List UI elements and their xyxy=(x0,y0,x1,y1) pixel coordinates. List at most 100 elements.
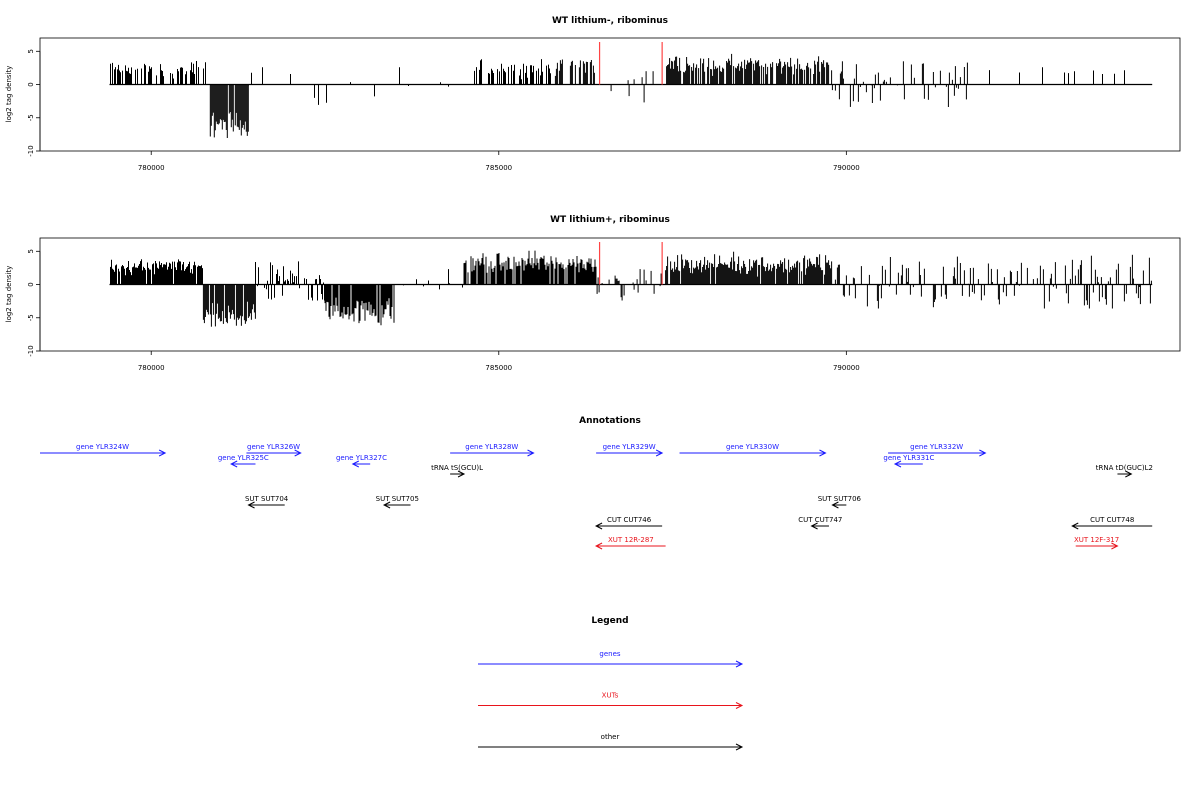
density-bars xyxy=(109,53,1153,138)
y-tick-label: -10 xyxy=(27,145,35,156)
feature-label: gene YLR330W xyxy=(726,443,779,451)
feature-arrows: gene YLR324W gene YLR325C gene YLR326W gene… xyxy=(40,443,1153,550)
feature-label: gene YLR329W xyxy=(603,443,656,451)
feature-arrow-arrowhead xyxy=(294,449,302,457)
feature-label: gene YLR327C xyxy=(336,454,387,462)
feature-label: SUT SUT706 xyxy=(818,495,862,503)
legend-title: Legend xyxy=(591,616,628,626)
x-tick-label: 790000 xyxy=(833,364,860,372)
feature-label: SUT SUT705 xyxy=(376,495,419,503)
legend-items: genes XUTs other xyxy=(478,650,744,751)
feature-label: gene YLR328W xyxy=(465,443,518,451)
feature-arrow-arrowhead xyxy=(893,460,902,468)
annotations-title: Annotations xyxy=(579,416,641,426)
feature-arrow-arrowhead xyxy=(594,522,603,530)
density-bars xyxy=(109,250,1153,327)
feature-other: CUT CUT748 xyxy=(1071,516,1153,530)
x-tick-label: 785000 xyxy=(485,364,512,372)
marker-lines xyxy=(598,42,663,85)
feature-arrow-arrowhead xyxy=(1071,522,1079,530)
feature-arrow-arrowhead xyxy=(351,460,360,468)
track-title: WT lithium-, ribominus xyxy=(552,16,668,26)
y-tick-label: 0 xyxy=(27,282,35,286)
y-axis-label: log2 tag density xyxy=(5,66,13,123)
feature-gene: gene YLR324W xyxy=(40,443,167,457)
y-tick-label: -5 xyxy=(27,114,35,121)
feature-label: gene YLR324W xyxy=(76,443,129,451)
feature-gene: gene YLR331C xyxy=(883,454,935,468)
feature-arrow-arrowhead xyxy=(655,449,664,457)
axes: 5 0 -5 -10 780000 785000 790000 xyxy=(27,49,860,172)
y-tick-label: 0 xyxy=(27,82,35,86)
feature-label: SUT SUT704 xyxy=(245,495,289,503)
feature-arrow-arrowhead xyxy=(810,522,818,530)
marker-lines xyxy=(598,242,663,285)
feature-label: XUT 12R-287 xyxy=(608,536,654,544)
feature-gene: gene YLR328W xyxy=(450,443,535,457)
legend-arrow-arrowhead xyxy=(735,702,744,709)
y-tick-label: -5 xyxy=(27,314,35,321)
feature-arrow-arrowhead xyxy=(382,501,391,509)
legend: Legend genes XUTs other xyxy=(478,616,744,751)
track-title: WT lithium+, ribominus xyxy=(550,215,670,225)
track-panel-lithium-minus: WT lithium-, ribominus log2 tag density … xyxy=(5,16,1181,172)
legend-item-gene: genes xyxy=(478,650,744,668)
feature-label: CUT CUT747 xyxy=(798,516,842,524)
feature-label: gene YLR326W xyxy=(247,443,300,451)
feature-other: SUT SUT705 xyxy=(376,495,419,509)
feature-arrow-arrowhead xyxy=(230,460,238,468)
legend-label: genes xyxy=(599,650,620,658)
feature-gene: gene YLR329W xyxy=(596,443,664,457)
feature-other: CUT CUT746 xyxy=(594,516,663,530)
feature-other: SUT SUT706 xyxy=(818,495,862,509)
feature-arrow-arrowhead xyxy=(979,449,987,457)
axes: 5 0 -5 -10 780000 785000 790000 xyxy=(27,249,860,372)
feature-label: XUT 12F-317 xyxy=(1074,536,1119,544)
feature-label: gene YLR325C xyxy=(218,454,269,462)
feature-gene: gene YLR326W xyxy=(246,443,302,457)
legend-item-xut: XUTs xyxy=(478,692,744,709)
track-panel-lithium-plus: WT lithium+, ribominus log2 tag density … xyxy=(5,215,1181,372)
feature-gene: gene YLR332W xyxy=(888,443,987,457)
feature-arrow-arrowhead xyxy=(457,470,466,478)
feature-other: SUT SUT704 xyxy=(245,495,289,509)
feature-gene: gene YLR325C xyxy=(218,454,269,468)
feature-xut: XUT 12R-287 xyxy=(594,536,666,550)
feature-arrow-arrowhead xyxy=(1125,470,1133,478)
x-tick-label: 780000 xyxy=(138,164,165,172)
feature-gene: gene YLR327C xyxy=(336,454,387,468)
feature-arrow-arrowhead xyxy=(158,449,167,457)
feature-arrow-arrowhead xyxy=(594,542,603,550)
feature-arrow-arrowhead xyxy=(1111,542,1119,550)
feature-arrow-arrowhead xyxy=(527,449,535,457)
feature-gene: gene YLR330W xyxy=(679,443,827,457)
feature-label: gene YLR331C xyxy=(883,454,934,462)
y-tick-label: 5 xyxy=(27,249,35,253)
feature-label: tRNA tS(GCU)L xyxy=(431,464,483,472)
feature-arrow-arrowhead xyxy=(819,449,827,457)
legend-label: XUTs xyxy=(602,692,619,700)
feature-label: CUT CUT748 xyxy=(1090,516,1134,524)
feature-other: CUT CUT747 xyxy=(798,516,842,530)
feature-other: tRNA tS(GCU)L xyxy=(431,464,483,478)
feature-other: tRNA tD(GUC)L2 xyxy=(1096,464,1153,478)
feature-xut: XUT 12F-317 xyxy=(1074,536,1119,550)
x-tick-label: 785000 xyxy=(485,164,512,172)
feature-label: CUT CUT746 xyxy=(607,516,652,524)
y-tick-label: 5 xyxy=(27,49,35,53)
legend-item-other: other xyxy=(478,733,744,751)
legend-label: other xyxy=(601,733,620,741)
legend-arrow-arrowhead xyxy=(735,743,744,751)
legend-arrow-arrowhead xyxy=(735,660,744,668)
feature-label: gene YLR332W xyxy=(910,443,963,451)
x-tick-label: 790000 xyxy=(833,164,860,172)
feature-arrow-arrowhead xyxy=(831,501,839,509)
y-axis-label: log2 tag density xyxy=(5,266,13,323)
x-tick-label: 780000 xyxy=(138,364,165,372)
feature-label: tRNA tD(GUC)L2 xyxy=(1096,464,1153,472)
feature-arrow-arrowhead xyxy=(247,501,255,509)
y-tick-label: -10 xyxy=(27,345,35,356)
